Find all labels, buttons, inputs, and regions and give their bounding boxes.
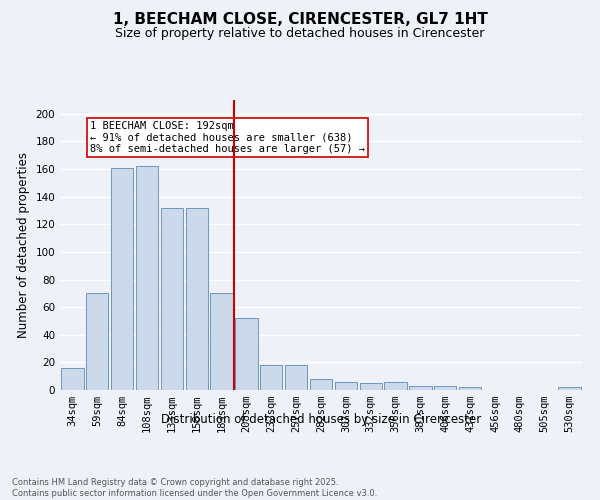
Bar: [61, 368, 83, 390]
Bar: [359, 383, 382, 390]
Bar: [459, 387, 481, 390]
Bar: [161, 208, 183, 390]
Bar: [86, 294, 109, 390]
Text: 1, BEECHAM CLOSE, CIRENCESTER, GL7 1HT: 1, BEECHAM CLOSE, CIRENCESTER, GL7 1HT: [113, 12, 487, 28]
Bar: [185, 208, 208, 390]
Bar: [409, 386, 431, 390]
Bar: [385, 382, 407, 390]
Bar: [310, 379, 332, 390]
Bar: [559, 387, 581, 390]
Y-axis label: Number of detached properties: Number of detached properties: [17, 152, 30, 338]
Bar: [211, 294, 233, 390]
Text: Contains HM Land Registry data © Crown copyright and database right 2025.
Contai: Contains HM Land Registry data © Crown c…: [12, 478, 377, 498]
Bar: [235, 318, 257, 390]
Bar: [335, 382, 357, 390]
Bar: [285, 365, 307, 390]
Bar: [136, 166, 158, 390]
Bar: [111, 168, 133, 390]
Text: 1 BEECHAM CLOSE: 192sqm
← 91% of detached houses are smaller (638)
8% of semi-de: 1 BEECHAM CLOSE: 192sqm ← 91% of detache…: [90, 120, 365, 154]
Text: Distribution of detached houses by size in Cirencester: Distribution of detached houses by size …: [161, 412, 481, 426]
Bar: [260, 365, 283, 390]
Text: Size of property relative to detached houses in Cirencester: Size of property relative to detached ho…: [115, 28, 485, 40]
Bar: [434, 386, 457, 390]
